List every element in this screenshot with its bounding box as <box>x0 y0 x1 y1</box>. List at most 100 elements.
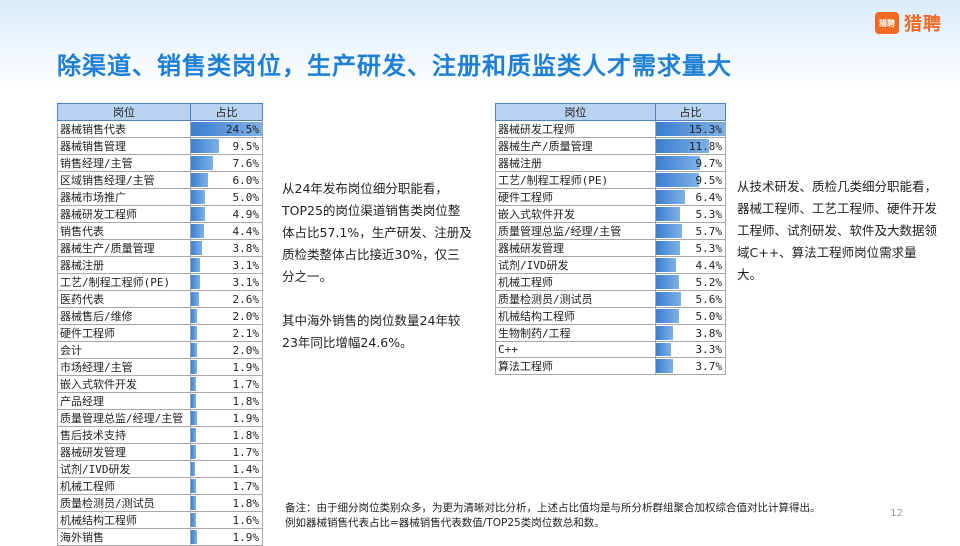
position-name-cell: 器械销售代表 <box>57 120 191 138</box>
logo-icon-text: 猎聘 <box>879 18 895 28</box>
data-bar <box>191 275 200 289</box>
data-bar <box>656 173 699 187</box>
position-name-cell: 器械生产/质量管理 <box>495 137 656 155</box>
table-header-row: 岗位 占比 <box>495 103 726 121</box>
share-value: 2.0% <box>232 343 260 357</box>
share-value-cell: 6.0% <box>190 171 263 189</box>
table-row: 市场经理/主管 1.9% <box>57 358 263 376</box>
share-value: 5.3% <box>695 241 723 255</box>
data-bar <box>191 207 206 221</box>
table-row: 海外销售 1.9% <box>57 528 263 546</box>
position-name-cell: 销售代表 <box>57 222 191 240</box>
data-bar <box>656 190 685 204</box>
data-bar <box>191 411 197 425</box>
table-row: 质量管理总监/经理/主管 1.9% <box>57 409 263 427</box>
share-value-cell: 2.6% <box>190 290 263 308</box>
position-name-cell: 器械销售管理 <box>57 137 191 155</box>
table-header-row: 岗位 占比 <box>57 103 263 121</box>
share-value: 3.1% <box>232 258 260 272</box>
data-bar <box>191 156 214 170</box>
position-name-cell: 质量检测员/测试员 <box>495 290 656 308</box>
footnote-line-2: 例如器械销售代表占比=器械销售代表数值/TOP25类岗位数总和数。 <box>285 517 605 529</box>
table-row: 算法工程师 3.7% <box>495 357 726 375</box>
table-row: 机械工程师 1.7% <box>57 477 263 495</box>
share-value-cell: 1.8% <box>190 392 263 410</box>
position-name-cell: 试剂/IVD研发 <box>57 460 191 478</box>
data-bar <box>191 428 197 442</box>
position-name-cell: 器械研发管理 <box>57 443 191 461</box>
position-share-table-top25: 岗位 占比 器械销售代表 24.5% 器械销售管理 9.5% 销售经理/主管 7.6% 区域… <box>57 103 263 546</box>
analysis-paragraph-1: 从24年发布岗位细分职能看，TOP25的岗位渠道销售类岗位整体占比57.1%，生… <box>282 181 472 284</box>
table-row: 器械研发工程师 15.3% <box>495 120 726 138</box>
position-name-cell: 会计 <box>57 341 191 359</box>
table-row: 会计 2.0% <box>57 341 263 359</box>
table-body: 器械销售代表 24.5% 器械销售管理 9.5% 销售经理/主管 7.6% 区域销售经理/主… <box>57 120 263 546</box>
share-value: 1.7% <box>232 377 260 391</box>
data-bar <box>191 173 209 187</box>
share-value-cell: 5.0% <box>190 188 263 206</box>
table-row: 硬件工程师 6.4% <box>495 188 726 206</box>
position-name-cell: 海外销售 <box>57 528 191 546</box>
share-value: 5.0% <box>232 190 260 204</box>
share-value: 1.8% <box>232 428 260 442</box>
data-bar <box>656 292 682 306</box>
data-bar <box>191 190 206 204</box>
data-bar <box>656 309 679 323</box>
position-name-cell: C++ <box>495 341 656 358</box>
share-value-cell: 4.9% <box>190 205 263 223</box>
share-value: 6.4% <box>695 190 723 204</box>
share-value: 1.6% <box>232 513 260 527</box>
data-bar <box>656 326 674 340</box>
position-name-cell: 器械研发工程师 <box>495 120 656 138</box>
data-bar <box>656 139 710 153</box>
share-value-cell: 5.3% <box>655 205 726 223</box>
footnote: 备注：由于细分岗位类别众多，为更为清晰对比分析，上述占比值均是与所分析群组聚合加… <box>285 501 895 531</box>
share-value: 3.8% <box>232 241 260 255</box>
share-value: 2.6% <box>232 292 260 306</box>
share-value: 11.8% <box>688 139 722 153</box>
data-bar <box>656 359 673 373</box>
analysis-text-right: 从技术研发、质检几类细分职能看，器械工程师、工艺工程师、硬件开发工程师、试剂研发… <box>737 179 938 282</box>
data-bar <box>656 275 680 289</box>
position-name-cell: 生物制药/工程 <box>495 324 656 342</box>
share-value-cell: 3.1% <box>190 273 263 291</box>
share-value: 5.6% <box>695 292 723 306</box>
share-value: 3.7% <box>695 359 723 373</box>
share-value-cell: 2.1% <box>190 324 263 342</box>
position-name-cell: 器械研发工程师 <box>57 205 191 223</box>
position-name-cell: 试剂/IVD研发 <box>495 256 656 274</box>
page-title: 除渠道、销售类岗位，生产研发、注册和质监类人才需求量大 <box>57 52 732 80</box>
table-row: 器械生产/质量管理 3.8% <box>57 239 263 257</box>
share-value: 1.7% <box>232 445 260 459</box>
position-name-cell: 机械结构工程师 <box>57 511 191 529</box>
table-row: 试剂/IVD研发 1.4% <box>57 460 263 478</box>
table-row: 质量检测员/测试员 5.6% <box>495 290 726 308</box>
share-value-cell: 1.4% <box>190 460 263 478</box>
data-bar <box>191 241 202 255</box>
table-row: 区域销售经理/主管 6.0% <box>57 171 263 189</box>
position-name-cell: 质量检测员/测试员 <box>57 494 191 512</box>
position-name-cell: 销售经理/主管 <box>57 154 191 172</box>
data-bar <box>191 122 262 136</box>
share-value: 9.5% <box>695 173 723 187</box>
share-value-cell: 5.3% <box>655 239 726 257</box>
share-value: 4.4% <box>232 224 260 238</box>
table-row: 医药代表 2.6% <box>57 290 263 308</box>
table-row: 硬件工程师 2.1% <box>57 324 263 342</box>
share-value: 1.8% <box>232 394 260 408</box>
position-name-cell: 质量管理总监/经理/主管 <box>495 222 656 240</box>
position-name-cell: 硬件工程师 <box>57 324 191 342</box>
table-body: 器械研发工程师 15.3% 器械生产/质量管理 11.8% 器械注册 9.7% 工艺/制程工… <box>495 120 726 375</box>
position-name-cell: 市场经理/主管 <box>57 358 191 376</box>
position-name-cell: 器械售后/维修 <box>57 307 191 325</box>
data-bar <box>191 513 196 527</box>
share-value-cell: 1.7% <box>190 375 263 393</box>
logo-text: 猎聘 <box>904 14 942 35</box>
data-bar <box>191 479 196 493</box>
share-value: 9.7% <box>695 156 723 170</box>
share-value-cell: 9.5% <box>190 137 263 155</box>
share-value-cell: 1.6% <box>190 511 263 529</box>
table-row: 器械注册 3.1% <box>57 256 263 274</box>
data-bar <box>656 224 682 238</box>
share-value-cell: 1.9% <box>190 528 263 546</box>
